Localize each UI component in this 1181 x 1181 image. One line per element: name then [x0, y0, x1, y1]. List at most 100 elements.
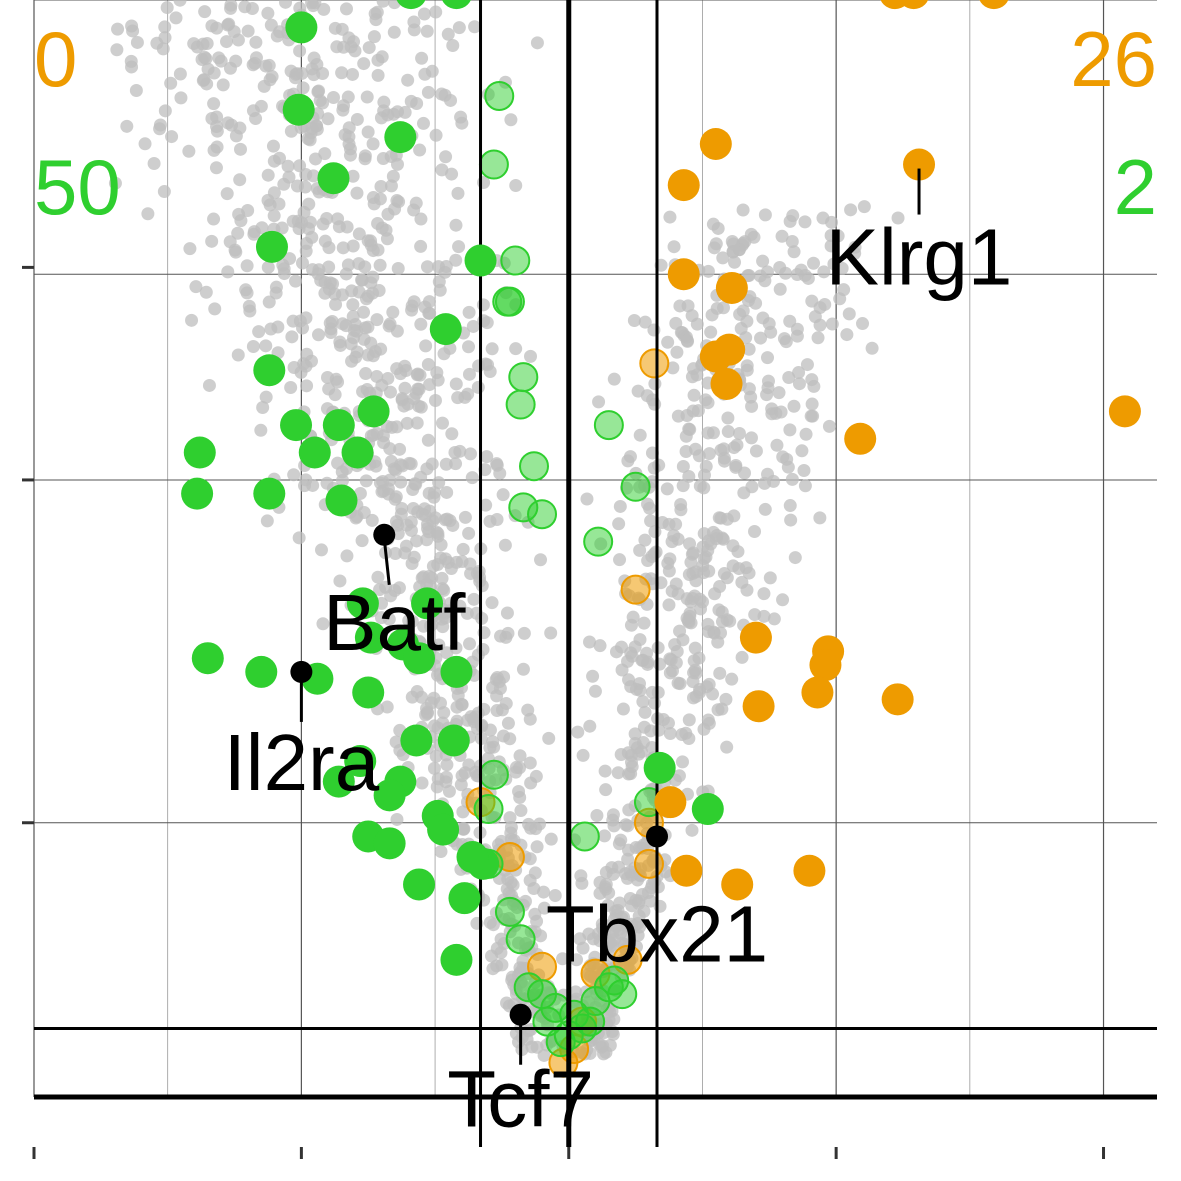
background-point [790, 268, 804, 282]
highlighted-point [509, 1003, 532, 1026]
background-point [725, 672, 739, 686]
background-point [827, 257, 841, 271]
background-point [141, 207, 155, 221]
up-point [1108, 395, 1141, 428]
background-point [506, 878, 520, 892]
background-point [628, 727, 642, 741]
background-point [262, 58, 276, 72]
background-point [534, 553, 548, 567]
background-point [648, 377, 662, 391]
background-point [318, 234, 332, 248]
background-point [305, 0, 319, 10]
background-point [583, 719, 597, 733]
up-faded-point [639, 348, 670, 379]
background-point [323, 316, 337, 330]
background-point [685, 823, 699, 837]
background-point [381, 108, 395, 122]
background-point [632, 909, 646, 923]
down-faded-point [569, 821, 600, 852]
down-faded-point [478, 149, 509, 180]
background-point [644, 514, 658, 528]
down-point [344, 745, 377, 778]
background-point [611, 766, 625, 780]
background-point [229, 54, 243, 68]
background-point [713, 666, 727, 680]
background-point [282, 170, 296, 184]
background-point [210, 120, 224, 134]
background-point [621, 852, 635, 866]
background-point [387, 462, 401, 476]
background-point [423, 378, 437, 392]
background-point [537, 885, 551, 899]
background-point [425, 64, 439, 78]
background-point [375, 50, 389, 64]
background-point [780, 452, 794, 466]
background-point [513, 749, 527, 763]
background-point [374, 342, 388, 356]
background-point [760, 388, 774, 402]
down-point [325, 484, 358, 517]
background-point [636, 695, 650, 709]
down-faded-point [575, 1006, 606, 1037]
background-point [811, 331, 825, 345]
count-second-right: 2 [1114, 143, 1157, 231]
background-point [805, 397, 819, 411]
background-point [711, 221, 725, 235]
background-point [451, 688, 465, 702]
background-point [588, 684, 602, 698]
background-point [385, 420, 399, 434]
background-point [687, 654, 701, 668]
background-point [790, 329, 804, 343]
background-point [455, 769, 469, 783]
background-point [380, 700, 394, 714]
background-point [720, 571, 734, 585]
background-point [279, 0, 293, 9]
background-point [736, 304, 750, 318]
background-point [346, 310, 360, 324]
background-point [689, 565, 703, 579]
background-point [671, 409, 685, 423]
background-point [386, 305, 400, 319]
background-point [220, 187, 234, 201]
down-point [403, 642, 436, 675]
background-point [805, 373, 819, 387]
background-point [397, 399, 411, 413]
background-point [259, 339, 273, 353]
background-point [165, 130, 179, 144]
background-point [402, 614, 416, 628]
background-point [252, 325, 266, 339]
background-point [183, 242, 197, 256]
background-point [450, 700, 464, 714]
background-point [388, 547, 402, 561]
background-point [381, 207, 395, 221]
background-point [208, 302, 222, 316]
background-point [147, 156, 161, 170]
background-point [456, 822, 470, 836]
background-point [632, 896, 646, 910]
background-point [792, 366, 806, 380]
background-point [682, 422, 696, 436]
background-point [173, 0, 187, 7]
background-point [358, 152, 372, 166]
background-point [421, 85, 435, 99]
background-point [185, 313, 199, 327]
background-point [337, 99, 351, 113]
down-faded-point [583, 526, 614, 557]
background-point [435, 416, 449, 430]
background-point [776, 593, 790, 607]
down-point [464, 244, 497, 277]
background-point [407, 203, 421, 217]
background-point [818, 297, 832, 311]
background-point [529, 769, 543, 783]
background-point [729, 460, 743, 474]
background-point [524, 821, 538, 835]
down-point [183, 436, 216, 469]
background-point [813, 511, 827, 525]
background-point [435, 163, 449, 177]
background-point [200, 36, 214, 50]
background-point [199, 285, 213, 299]
background-point [612, 860, 626, 874]
background-point [269, 280, 283, 294]
down-point [280, 409, 313, 442]
background-point [266, 139, 280, 153]
